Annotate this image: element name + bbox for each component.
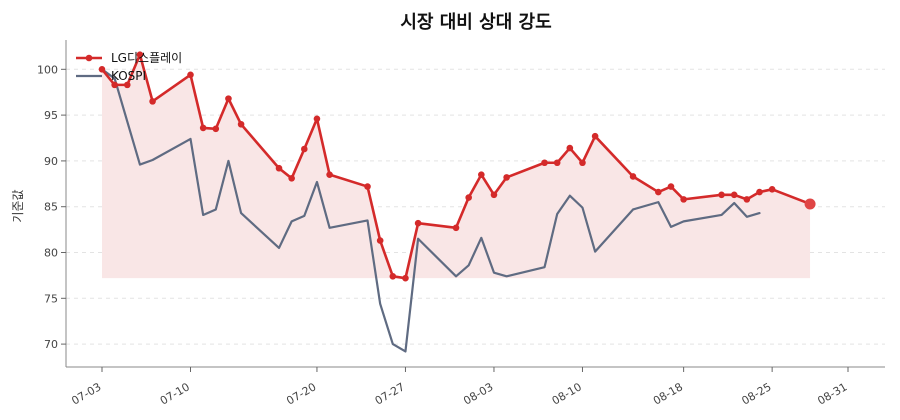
data-point bbox=[541, 159, 548, 167]
legend-label-lg-display: LG디스플레이 bbox=[111, 51, 182, 65]
data-point bbox=[591, 132, 599, 140]
y-axis-label: 기준값 bbox=[11, 189, 25, 222]
legend: LG디스플레이 KOSPI bbox=[76, 51, 182, 83]
x-tick-label-08-03: 08-03 bbox=[461, 380, 495, 407]
data-point bbox=[275, 164, 283, 172]
data-point bbox=[288, 175, 295, 182]
y-tick-label-70: 70 bbox=[44, 338, 58, 351]
x-tick-label-08-31: 08-31 bbox=[815, 380, 849, 407]
data-point bbox=[768, 186, 776, 193]
x-tick-label-07-20: 07-20 bbox=[284, 380, 318, 407]
data-point bbox=[123, 81, 131, 89]
data-point bbox=[199, 124, 207, 132]
data-point bbox=[326, 171, 333, 178]
legend-marker-lg-display bbox=[85, 54, 93, 62]
legend-label-kospi: KOSPI bbox=[111, 69, 146, 83]
data-point bbox=[364, 183, 371, 190]
data-point bbox=[629, 173, 637, 180]
data-point bbox=[376, 237, 384, 244]
data-point bbox=[301, 145, 308, 153]
data-point bbox=[667, 183, 675, 190]
y-tick-label-80: 80 bbox=[44, 247, 58, 260]
y-tick-label-75: 75 bbox=[44, 292, 58, 305]
chart-title: 시장 대비 상대 강도 bbox=[400, 12, 551, 33]
y-axis-ticks: 70 75 80 85 90 95 100 bbox=[37, 63, 66, 351]
data-point bbox=[478, 171, 485, 178]
data-point bbox=[566, 144, 574, 152]
data-point bbox=[98, 66, 106, 73]
data-point bbox=[149, 98, 156, 105]
data-point bbox=[225, 95, 232, 102]
data-point bbox=[579, 159, 586, 167]
x-tick-label-08-25: 08-25 bbox=[739, 380, 773, 407]
x-tick-label-08-10: 08-10 bbox=[550, 380, 584, 407]
y-tick-label-100: 100 bbox=[37, 63, 58, 76]
data-point bbox=[756, 188, 763, 196]
series-line-lg-display bbox=[100, 53, 812, 280]
series-lines bbox=[98, 51, 816, 353]
data-point bbox=[389, 273, 397, 280]
data-point bbox=[237, 120, 245, 128]
data-point bbox=[313, 115, 321, 123]
y-tick-label-85: 85 bbox=[44, 201, 58, 214]
data-point bbox=[187, 71, 194, 79]
data-point bbox=[718, 191, 725, 199]
data-point bbox=[452, 224, 460, 232]
data-point bbox=[680, 196, 687, 203]
relative-strength-area bbox=[102, 54, 811, 279]
x-tick-label-07-27: 07-27 bbox=[373, 380, 407, 407]
data-point bbox=[136, 51, 144, 58]
data-point bbox=[730, 191, 738, 199]
data-point bbox=[490, 191, 498, 199]
y-tick-label-95: 95 bbox=[44, 109, 58, 122]
data-point bbox=[655, 188, 662, 196]
data-point bbox=[111, 81, 118, 89]
data-point bbox=[212, 125, 220, 133]
last-point-marker bbox=[804, 198, 816, 210]
x-tick-label-07-03: 07-03 bbox=[69, 380, 103, 407]
data-point bbox=[402, 274, 409, 282]
x-axis-ticks: 07-03 07-10 07-20 07-27 08-03 08-10 08-18 08-25… bbox=[69, 367, 850, 408]
data-point bbox=[465, 194, 472, 201]
x-tick-label-07-10: 07-10 bbox=[158, 380, 192, 407]
x-tick-label-08-18: 08-18 bbox=[651, 380, 685, 407]
data-point bbox=[414, 219, 422, 227]
data-point bbox=[553, 159, 561, 167]
y-tick-label-90: 90 bbox=[44, 155, 58, 168]
data-point bbox=[743, 196, 751, 203]
series-line-kospi bbox=[100, 68, 761, 353]
plot-axes bbox=[65, 40, 885, 368]
data-point bbox=[503, 174, 510, 181]
